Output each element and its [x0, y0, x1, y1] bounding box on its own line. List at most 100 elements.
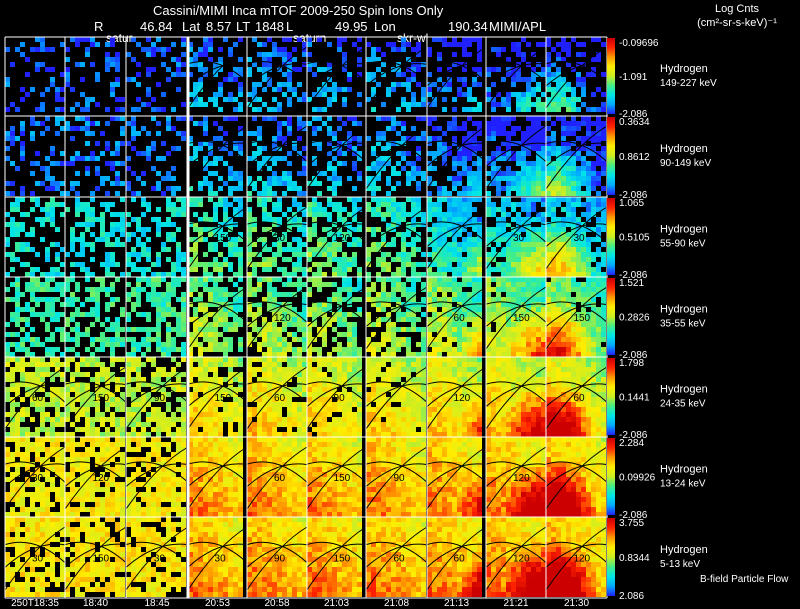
heatmap-cell	[60, 402, 65, 407]
heatmap-cell	[208, 262, 213, 267]
heatmap-cell	[15, 247, 20, 252]
contour-line	[365, 60, 428, 83]
heatmap-cell	[337, 47, 342, 52]
heatmap-cell	[566, 347, 571, 352]
heatmap-cell	[10, 267, 15, 272]
heatmap-cell	[601, 72, 606, 77]
heatmap-cell	[181, 62, 186, 67]
heatmap-cell	[302, 272, 307, 277]
heatmap-cell	[521, 136, 526, 141]
heatmap-cell	[541, 107, 546, 112]
heatmap-cell	[120, 107, 125, 112]
heatmap-cell	[596, 337, 601, 342]
heatmap-cell	[188, 222, 193, 227]
heatmap-cell	[181, 342, 186, 347]
heatmap-cell	[5, 242, 10, 247]
heatmap-cell	[467, 146, 472, 151]
heatmap-cell	[287, 151, 292, 156]
heatmap-cell	[252, 387, 257, 392]
heatmap-cell	[526, 77, 531, 82]
heatmap-cell	[171, 372, 176, 377]
heatmap-cell	[198, 362, 203, 367]
heatmap-cell	[55, 407, 60, 412]
heatmap-cell	[371, 57, 376, 62]
heatmap-cell	[596, 151, 601, 156]
heatmap-cell	[386, 202, 391, 207]
heatmap-cell	[496, 146, 501, 151]
heatmap-cell	[352, 121, 357, 126]
heatmap-cell	[401, 242, 406, 247]
heatmap-cell	[151, 412, 156, 417]
heatmap-cell	[376, 47, 381, 52]
heatmap-cell	[176, 242, 181, 247]
heatmap-cell	[531, 136, 536, 141]
heatmap-cell	[541, 252, 546, 257]
heatmap-cell	[65, 432, 70, 437]
heatmap-cell	[541, 92, 546, 97]
heatmap-cell	[176, 362, 181, 367]
heatmap-cell	[571, 237, 576, 242]
heatmap-cell	[110, 242, 115, 247]
heatmap-cell	[188, 337, 193, 342]
heatmap-cell	[586, 322, 591, 327]
heatmap-cell	[536, 242, 541, 247]
heatmap-cell	[65, 126, 70, 131]
heatmap-cell	[546, 227, 551, 232]
heatmap-cell	[571, 191, 576, 196]
heatmap-cell	[416, 342, 421, 347]
heatmap-cell	[120, 357, 125, 362]
heatmap-cell	[486, 232, 491, 237]
heatmap-cell	[317, 212, 322, 217]
heatmap-cell	[561, 282, 566, 287]
heatmap-cell	[208, 432, 213, 437]
heatmap-cell	[131, 387, 136, 392]
heatmap-cell	[40, 402, 45, 407]
heatmap-cell	[203, 377, 208, 382]
heatmap-cell	[312, 141, 317, 146]
heatmap-cell	[50, 47, 55, 52]
heatmap-cell	[55, 402, 60, 407]
heatmap-cell	[75, 327, 80, 332]
heatmap-cell	[272, 181, 277, 186]
heatmap-cell	[302, 292, 307, 297]
heatmap-cell	[506, 347, 511, 352]
heatmap-cell	[70, 232, 75, 237]
heatmap-cell	[462, 237, 467, 242]
heatmap-cell	[95, 417, 100, 422]
heatmap-cell	[472, 151, 477, 156]
heatmap-cell	[292, 146, 297, 151]
heatmap-cell	[60, 352, 65, 357]
heatmap-cell	[171, 387, 176, 392]
heatmap-cell	[20, 397, 25, 402]
heatmap-cell	[176, 257, 181, 262]
heatmap-cell	[536, 347, 541, 352]
heatmap-cell	[506, 257, 511, 262]
heatmap-cell	[561, 352, 566, 357]
heatmap-cell	[100, 212, 105, 217]
heatmap-cell	[491, 156, 496, 161]
heatmap-cell	[35, 297, 40, 302]
heatmap-cell	[50, 77, 55, 82]
heatmap-cell	[546, 191, 551, 196]
heatmap-cell	[342, 151, 347, 156]
heatmap-cell	[75, 237, 80, 242]
heatmap-cell	[238, 257, 243, 262]
heatmap-cell	[322, 317, 327, 322]
heatmap-cell	[352, 217, 357, 222]
heatmap-cell	[146, 432, 151, 437]
heatmap-cell	[141, 432, 146, 437]
heatmap-cell	[45, 272, 50, 277]
heatmap-cell	[85, 327, 90, 332]
heatmap-cell	[126, 337, 131, 342]
heatmap-cell	[462, 312, 467, 317]
heatmap-cell	[596, 252, 601, 257]
heatmap-cell	[292, 282, 297, 287]
contour-line	[426, 206, 487, 270]
heatmap-cell	[223, 262, 228, 267]
heatmap-cell	[546, 126, 551, 131]
heatmap-cell	[526, 166, 531, 171]
heatmap-cell	[233, 77, 238, 82]
heatmap-cell	[521, 332, 526, 337]
heatmap-cell	[262, 181, 267, 186]
heatmap-cell	[357, 171, 362, 176]
